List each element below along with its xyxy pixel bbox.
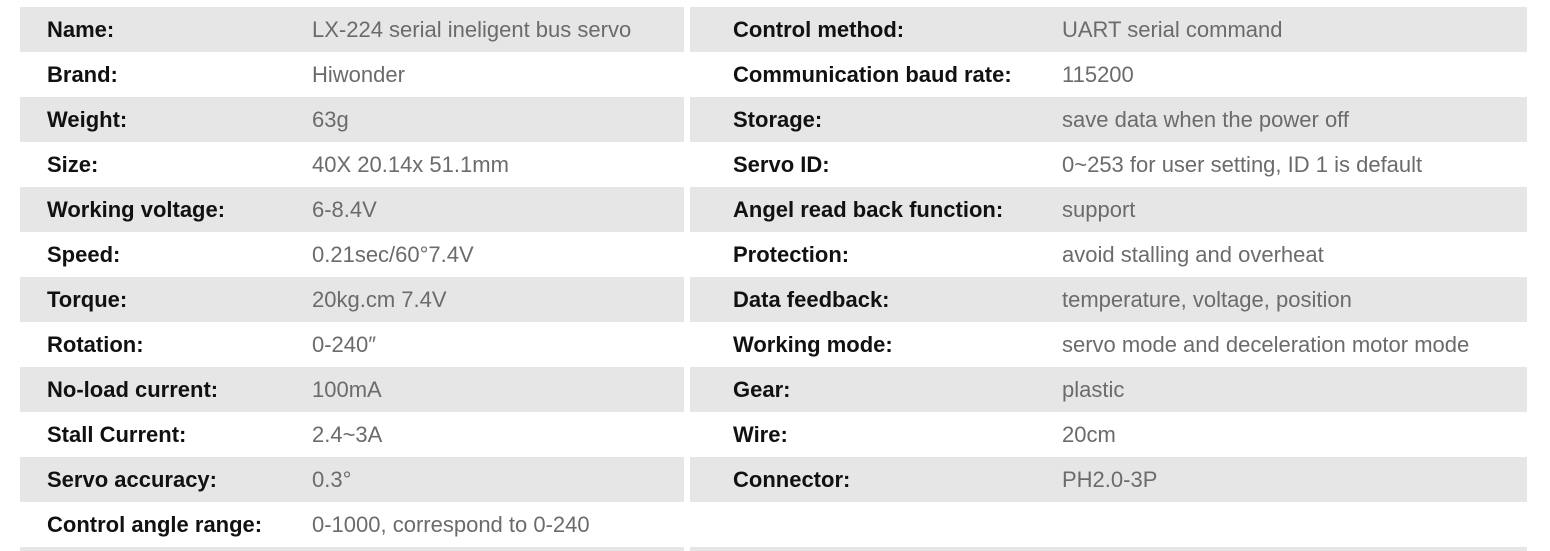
spec-label: Torque: (47, 287, 128, 312)
spec-value: PH2.0-3P (1062, 467, 1158, 492)
spec-label: Servo accuracy: (47, 467, 217, 492)
spec-label: Wire: (733, 422, 788, 447)
spec-row: Control angle range: 0-1000, correspond … (0, 502, 1550, 547)
spec-label: Data feedback: (733, 287, 890, 312)
spec-cell-left: Brand: Hiwonder (20, 52, 684, 97)
spec-label: Weight: (47, 107, 128, 132)
spec-value: 0-1000, correspond to 0-240 (312, 512, 590, 537)
spec-cell-right: Protection: avoid stalling and overheat (690, 232, 1527, 277)
spec-label: Control method: (733, 17, 905, 42)
spec-cell-right: Gear: plastic (690, 367, 1527, 412)
spec-cell-right-empty (690, 502, 1527, 547)
spec-row: Speed: 0.21sec/60°7.4V Protection: avoid… (0, 232, 1550, 277)
spec-label: Control angle range: (47, 512, 263, 537)
spec-table: Name: LX-224 serial ineligent bus servo … (0, 7, 1550, 547)
spec-cell-right: Storage: save data when the power off (690, 97, 1527, 142)
spec-value: UART serial command (1062, 17, 1283, 42)
spec-label: Connector: (733, 467, 851, 492)
table-bottom-bar-right (690, 547, 1527, 551)
spec-value: 100mA (312, 377, 382, 402)
spec-label: Working mode: (733, 332, 893, 357)
spec-cell-left: Servo accuracy: 0.3° (20, 457, 684, 502)
spec-label: Communication baud rate: (733, 62, 1012, 87)
spec-cell-left: Weight: 63g (20, 97, 684, 142)
spec-row: Brand: Hiwonder Communication baud rate:… (0, 52, 1550, 97)
spec-value: 40X 20.14x 51.1mm (312, 152, 509, 177)
spec-label: Name: (47, 17, 115, 42)
spec-cell-right: Working mode: servo mode and deceleratio… (690, 322, 1527, 367)
spec-cell-left: Size: 40X 20.14x 51.1mm (20, 142, 684, 187)
spec-cell-left: Speed: 0.21sec/60°7.4V (20, 232, 684, 277)
spec-cell-right: Angel read back function: support (690, 187, 1527, 232)
spec-cell-left: Rotation: 0-240″ (20, 322, 684, 367)
spec-label: Servo ID: (733, 152, 830, 177)
spec-row: Servo accuracy: 0.3° Connector: PH2.0-3P (0, 457, 1550, 502)
spec-label: Rotation: (47, 332, 144, 357)
spec-cell-right: Data feedback: temperature, voltage, pos… (690, 277, 1527, 322)
spec-row: No-load current: 100mA Gear: plastic (0, 367, 1550, 412)
spec-value: 0-240″ (312, 332, 377, 357)
spec-value: 2.4~3A (312, 422, 383, 447)
spec-value: 0.21sec/60°7.4V (312, 242, 474, 267)
spec-row: Size: 40X 20.14x 51.1mm Servo ID: 0~253 … (0, 142, 1550, 187)
spec-row: Working voltage: 6-8.4V Angel read back … (0, 187, 1550, 232)
spec-value: 115200 (1062, 62, 1134, 87)
spec-row: Weight: 63g Storage: save data when the … (0, 97, 1550, 142)
spec-value: servo mode and deceleration motor mode (1062, 332, 1470, 357)
spec-label: Stall Current: (47, 422, 187, 447)
spec-value: 63g (312, 107, 349, 132)
spec-cell-left: Name: LX-224 serial ineligent bus servo (20, 7, 684, 52)
spec-cell-left: Torque: 20kg.cm 7.4V (20, 277, 684, 322)
spec-label: No-load current: (47, 377, 219, 402)
spec-label: Angel read back function: (733, 197, 1004, 222)
spec-cell-left: Control angle range: 0-1000, correspond … (20, 502, 684, 547)
spec-label: Speed: (47, 242, 121, 267)
spec-value: support (1062, 197, 1136, 222)
spec-row: Rotation: 0-240″ Working mode: servo mod… (0, 322, 1550, 367)
spec-label: Gear: (733, 377, 791, 402)
spec-row: Torque: 20kg.cm 7.4V Data feedback: temp… (0, 277, 1550, 322)
spec-cell-right: Control method: UART serial command (690, 7, 1527, 52)
spec-value: 0.3° (312, 467, 352, 492)
spec-cell-right: Servo ID: 0~253 for user setting, ID 1 i… (690, 142, 1527, 187)
spec-value: 20kg.cm 7.4V (312, 287, 447, 312)
spec-label: Brand: (47, 62, 118, 87)
spec-value: temperature, voltage, position (1062, 287, 1352, 312)
spec-value: 0~253 for user setting, ID 1 is default (1062, 152, 1423, 177)
spec-row: Stall Current: 2.4~3A Wire: 20cm (0, 412, 1550, 457)
spec-cell-left: No-load current: 100mA (20, 367, 684, 412)
spec-cell-right: Wire: 20cm (690, 412, 1527, 457)
spec-cell-right: Communication baud rate: 115200 (690, 52, 1527, 97)
table-bottom-bar-left (20, 547, 684, 551)
spec-value: save data when the power off (1062, 107, 1350, 132)
spec-label: Storage: (733, 107, 823, 132)
spec-label: Size: (47, 152, 99, 177)
spec-value: 6-8.4V (312, 197, 377, 222)
spec-value: plastic (1062, 377, 1125, 402)
spec-label: Working voltage: (47, 197, 226, 222)
spec-value: 20cm (1062, 422, 1116, 447)
spec-cell-left: Working voltage: 6-8.4V (20, 187, 684, 232)
spec-value: LX-224 serial ineligent bus servo (312, 17, 632, 42)
spec-value: avoid stalling and overheat (1062, 242, 1324, 267)
spec-label: Protection: (733, 242, 850, 267)
spec-row: Name: LX-224 serial ineligent bus servo … (0, 7, 1550, 52)
spec-value: Hiwonder (312, 62, 405, 87)
spec-cell-left: Stall Current: 2.4~3A (20, 412, 684, 457)
spec-cell-right: Connector: PH2.0-3P (690, 457, 1527, 502)
